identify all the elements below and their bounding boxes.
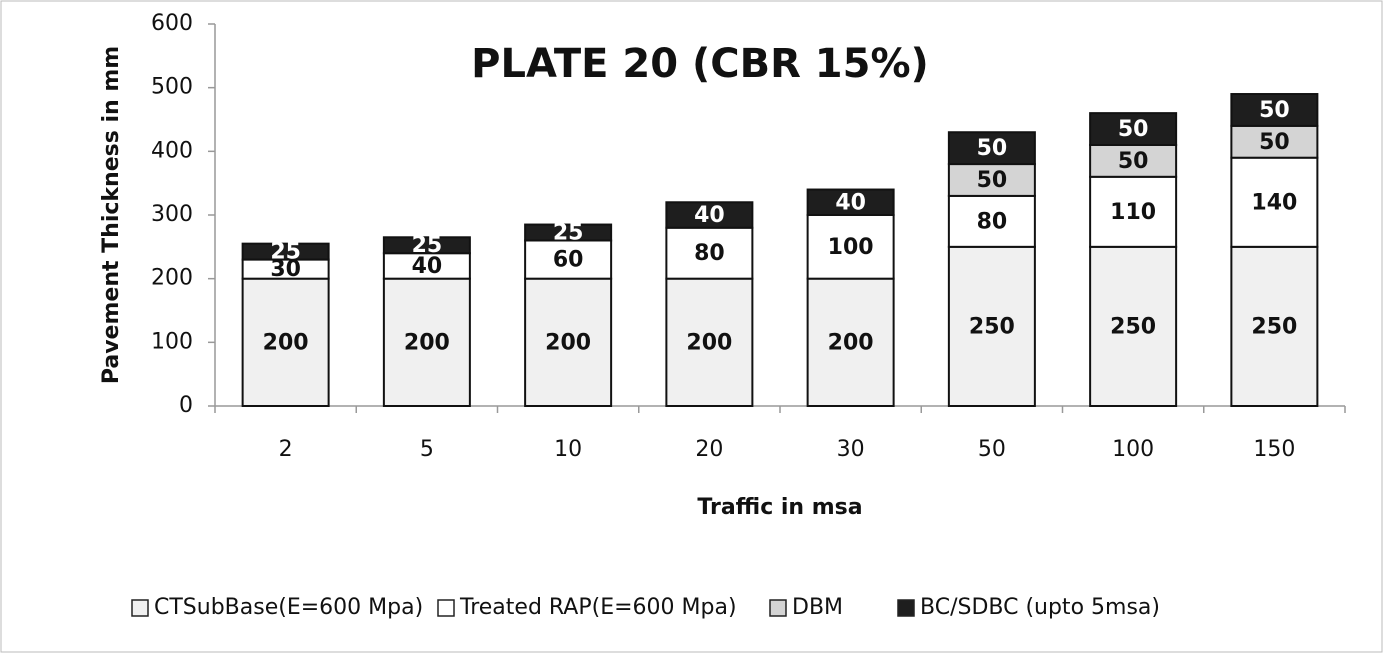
y-tick-label: 500 [151,75,193,100]
value-label: 40 [835,190,866,215]
value-label: 200 [686,330,732,355]
bar-segment [524,239,613,280]
value-label: 50 [977,136,1008,161]
bar-segment [1230,93,1319,127]
legend-swatch [769,599,787,617]
bar-segment [524,223,613,242]
value-label: 25 [412,233,443,258]
value-label: 200 [545,330,591,355]
value-label: 50 [1259,98,1290,123]
x-tick-label: 10 [554,437,582,462]
legend-label: CTSubBase(E=600 Mpa) [154,595,423,620]
value-label: 80 [694,241,725,266]
x-tick-label: 2 [279,437,293,462]
value-label: 200 [404,330,450,355]
value-label: 40 [694,203,725,228]
y-tick-label: 300 [151,202,193,227]
x-tick-label: 150 [1253,437,1295,462]
value-label: 50 [1118,149,1149,174]
bar-segment [1230,156,1319,248]
value-label: 50 [1259,130,1290,155]
bar-segment [1089,143,1178,178]
x-tick-label: 50 [978,437,1006,462]
bar-segment [665,277,754,407]
bar-segment [1089,112,1178,146]
y-tick-label: 400 [151,138,193,163]
value-label: 25 [270,240,301,265]
x-axis-label: Traffic in msa [697,495,862,520]
value-label: 30 [270,257,301,282]
value-label: 25 [553,221,584,246]
legend-label: DBM [792,595,843,620]
bar-segment [382,252,471,280]
chart-title: PLATE 20 (CBR 15%) [471,41,929,87]
legend-swatch [437,599,455,617]
y-tick-label: 200 [151,266,193,291]
value-label: 250 [1110,314,1156,339]
value-label: 110 [1110,200,1156,225]
value-label: 40 [412,254,443,279]
legend-label: BC/SDBC (upto 5msa) [920,595,1160,620]
value-label: 50 [1118,117,1149,142]
bar-segment [382,236,471,255]
value-label: 60 [553,248,584,273]
bar-segment [1089,245,1178,407]
value-label: 200 [828,330,874,355]
y-axis-label: Pavement Thickness in mm [99,46,124,384]
value-label: 250 [1251,314,1297,339]
bar-segment [806,214,895,280]
value-label: 200 [263,330,309,355]
x-tick-label: 5 [420,437,434,462]
legend-swatch [897,599,915,617]
value-label: 80 [977,209,1008,234]
x-tick-label: 20 [695,437,723,462]
legend-label: Treated RAP(E=600 Mpa) [459,595,737,620]
value-label: 100 [828,235,874,260]
legend-swatch [131,599,149,617]
value-label: 50 [977,168,1008,193]
bar-segment [806,277,895,407]
bar-segment [1230,124,1319,159]
bar-segment [382,277,471,407]
y-tick-label: 100 [151,329,193,354]
bar-segment [1230,245,1319,407]
value-label: 250 [969,314,1015,339]
y-tick-label: 600 [151,11,193,36]
value-label: 140 [1251,190,1297,215]
bar-segment [241,242,330,261]
bar-segment [524,277,613,407]
y-tick-label: 0 [179,393,193,418]
x-tick-label: 30 [837,437,865,462]
bar-segment [665,201,754,229]
x-tick-label: 100 [1112,437,1154,462]
bar-segment [806,188,895,217]
bar-segment [947,131,1036,166]
